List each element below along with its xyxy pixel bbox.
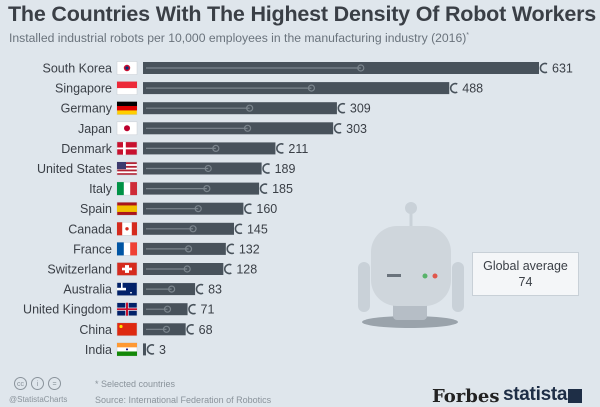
flag-india-icon (116, 342, 138, 357)
category-label: Denmark (61, 142, 112, 156)
bar-plug-icon (186, 324, 195, 335)
footer-source: Source: International Federation of Robo… (95, 395, 272, 405)
value-label: 71 (201, 303, 215, 317)
bar-chart: South Korea 631 Singapore 488 Germany 309 Japa… (23, 61, 573, 357)
footer-handle: @StatistaCharts (9, 395, 68, 404)
footer-note: * Selected countries (95, 379, 176, 389)
bar-knob (168, 285, 176, 293)
bar-knob (307, 84, 316, 92)
category-label: United Kingdom (23, 303, 112, 317)
flag-germany-icon (116, 101, 138, 115)
category-label: Australia (63, 283, 112, 297)
flag-switzerland-icon (116, 262, 138, 276)
cc-icon: cc (14, 377, 27, 390)
forbes-logo: Forbes (432, 386, 500, 407)
category-label: Japan (78, 122, 112, 136)
global-average-value: 74 (518, 275, 533, 289)
bar-plug-icon (449, 82, 458, 94)
flag-japan-icon (116, 121, 138, 136)
value-label: 68 (199, 323, 213, 337)
category-label: China (79, 323, 112, 337)
bar-plug-icon (259, 183, 268, 194)
bar-plug-icon (195, 283, 204, 295)
value-label: 185 (272, 182, 293, 196)
flag-united-kingdom-icon (116, 302, 138, 316)
statista-mark-icon (568, 389, 582, 403)
value-label: 132 (239, 242, 260, 256)
global-average-label: Global average (483, 259, 568, 273)
flag-australia-icon (116, 282, 138, 296)
flag-denmark-icon (116, 141, 138, 156)
category-label: Switzerland (47, 263, 112, 277)
bar-plug-icon (333, 123, 342, 134)
flag-singapore-icon (116, 81, 138, 95)
category-label: Spain (80, 202, 112, 216)
by-icon: i (31, 377, 44, 390)
bar-knob (189, 225, 197, 233)
value-label: 631 (552, 62, 573, 76)
bar-plug-icon (188, 303, 196, 315)
value-label: 211 (288, 142, 308, 156)
chart-title: The Countries With The Highest Density O… (8, 2, 597, 26)
category-label: Singapore (55, 82, 112, 96)
bar-knob (203, 185, 211, 193)
bar-knob (183, 265, 191, 273)
value-label: 488 (462, 82, 483, 96)
bar-plug-icon (224, 263, 232, 275)
category-label: United States (37, 162, 112, 176)
category-label: Italy (89, 182, 113, 196)
robot-illustration (358, 202, 464, 328)
category-label: South Korea (43, 62, 113, 76)
bar-plug-icon (262, 163, 270, 174)
bar-knob (162, 325, 171, 333)
value-label: 160 (256, 202, 277, 216)
bar-knob (243, 124, 252, 132)
bar-plug-icon (146, 344, 155, 355)
bar-knob (246, 104, 254, 112)
global-average-callout: Global average 74 (472, 252, 579, 296)
value-label: 3 (159, 343, 166, 357)
bar-knob (212, 144, 220, 152)
bar-knob (204, 164, 212, 173)
bar-plug-icon (234, 223, 243, 235)
flag-canada-icon (116, 222, 138, 236)
category-label: Germany (61, 102, 113, 116)
statista-logo: statista (503, 384, 568, 405)
category-label: France (73, 242, 112, 256)
category-label: Canada (68, 222, 112, 236)
bar-plug-icon (226, 243, 235, 255)
bar-knob (357, 64, 365, 72)
value-label: 83 (208, 283, 222, 297)
value-label: 189 (275, 162, 296, 176)
bar-plug-icon (276, 143, 284, 154)
flag-united-states-icon (116, 161, 138, 176)
bar-knob (194, 205, 202, 213)
flag-italy-icon (116, 181, 138, 196)
flag-spain-icon (116, 201, 138, 216)
bar-plug-icon (244, 203, 252, 214)
flag-france-icon (116, 242, 138, 256)
chart-subtitle: Installed industrial robots per 10,000 e… (9, 31, 470, 45)
flag-south-korea-icon (116, 61, 138, 75)
category-label: India (85, 343, 112, 357)
value-label: 145 (247, 222, 268, 236)
equals-icon: = (48, 377, 61, 390)
value-label: 309 (350, 102, 371, 116)
bar-knob (163, 305, 172, 313)
bar-plug-icon (539, 62, 548, 74)
value-label: 303 (346, 122, 367, 136)
bar-knob (184, 245, 193, 253)
flag-china-icon (116, 322, 138, 337)
value-label: 128 (236, 263, 257, 277)
bar-plug-icon (337, 102, 346, 114)
bar (143, 343, 146, 356)
